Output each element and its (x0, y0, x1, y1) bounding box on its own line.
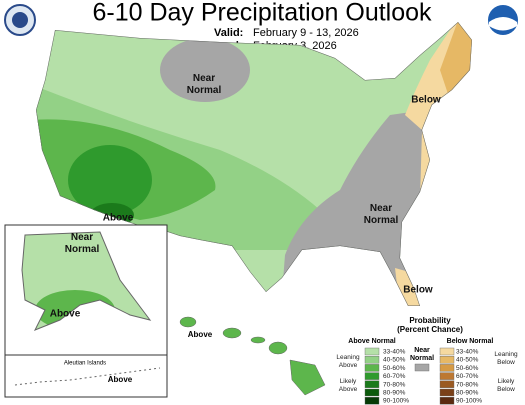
legend-swatch (364, 397, 380, 405)
legend: Probability (Percent Chance) Above Normal… (336, 316, 518, 405)
legend-swatch (439, 372, 455, 380)
legend-swatch (439, 388, 455, 397)
label: Near Normal (364, 203, 399, 226)
hawaii (179, 316, 326, 396)
legend-range: 70-80% (383, 381, 406, 388)
label: Near Normal (187, 73, 222, 96)
near-swatch (414, 363, 430, 372)
legend-heading: Above Normal (348, 338, 396, 345)
label: Below (403, 285, 433, 296)
legend-swatch (364, 388, 380, 397)
legend-range: 60-70% (383, 373, 406, 380)
logo-noaa (488, 5, 518, 35)
legend-swatch (439, 380, 455, 388)
legend-range: 33-40% (456, 349, 479, 356)
legend-swatch (364, 364, 380, 372)
label: Above (108, 375, 133, 384)
legend-range: 70-80% (456, 381, 479, 388)
legend-title: Probability (Percent Chance) (397, 316, 463, 334)
legend-range: 60-70% (456, 373, 479, 380)
label: Above (50, 309, 81, 320)
legend-range: 80-90% (383, 390, 406, 397)
label: Below (411, 95, 441, 106)
legend-swatch (364, 356, 380, 364)
legend-note: Likely Below (497, 378, 515, 393)
alaska-inset (4, 224, 168, 398)
legend-range: 33-40% (383, 349, 406, 356)
valid-dates: February 9 - 13, 2026 (253, 27, 359, 39)
legend-range: 50-60% (383, 365, 406, 372)
legend-swatch (364, 372, 380, 380)
legend-swatch (439, 397, 455, 405)
legend-swatch (439, 347, 455, 356)
legend-swatch (439, 356, 455, 364)
logo-doc (4, 4, 36, 36)
valid-label: Valid: (214, 27, 243, 39)
label: Above (188, 330, 213, 339)
legend-note: Leaning Below (494, 351, 518, 366)
legend-range: 80-90% (456, 390, 479, 397)
legend-note: Likely Above (339, 378, 358, 393)
label: Above (103, 213, 134, 224)
title: 6-10 Day Precipitation Outlook (92, 0, 432, 27)
legend-range: 50-60% (456, 365, 479, 372)
legend-range: 90-100% (456, 398, 482, 405)
legend-range: 40-50% (456, 357, 479, 364)
legend-range: 40-50% (383, 357, 406, 364)
label: Near Normal (65, 232, 100, 255)
label: Aleutian Islands (64, 361, 106, 367)
legend-swatch (364, 380, 380, 388)
legend-note: Leaning Above (336, 354, 360, 369)
legend-swatch (439, 364, 455, 372)
legend-heading: Below Normal (447, 338, 494, 345)
legend-swatch (364, 347, 380, 356)
legend-range: 90-100% (383, 398, 409, 405)
legend-heading: Near Normal (410, 347, 434, 362)
